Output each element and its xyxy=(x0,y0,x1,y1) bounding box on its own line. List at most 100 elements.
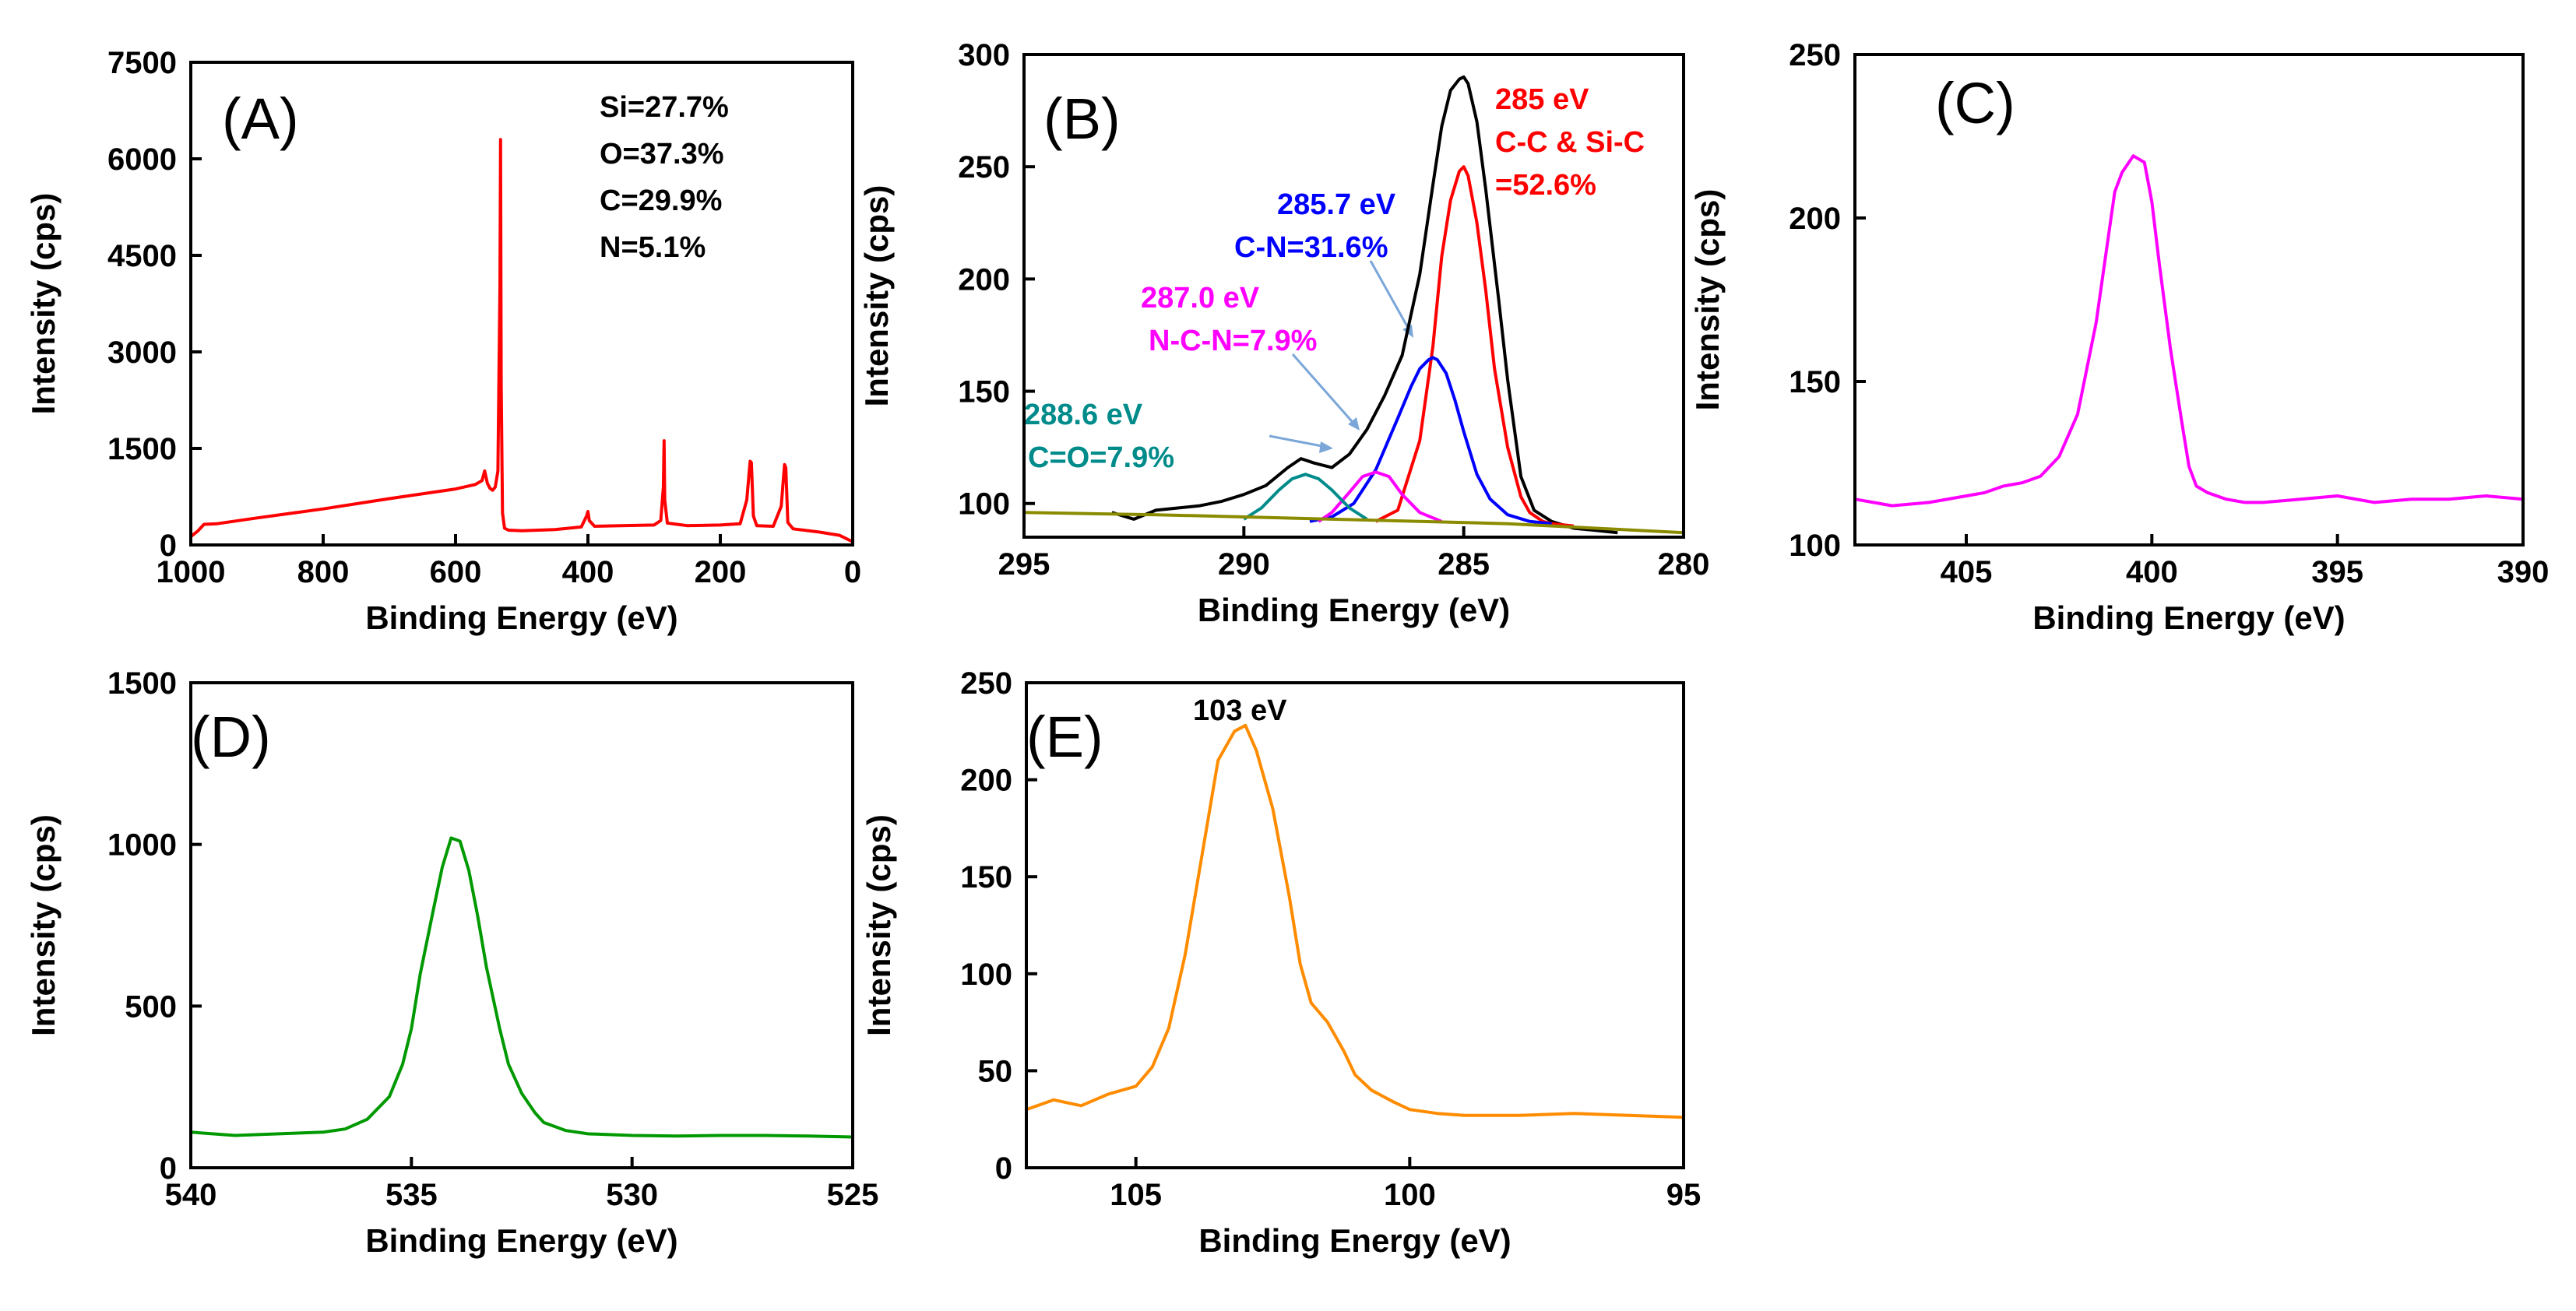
panel-d-y-tick-label-0: 0 xyxy=(160,1151,177,1186)
panel-c-axes-frame xyxy=(1853,53,2525,547)
panel-b-annotation-cc-percent: =52.6% xyxy=(1495,169,1596,202)
panel-a-annotation-si: Si=27.7% xyxy=(600,91,729,124)
panel-d-y-tick-label-1: 500 xyxy=(125,989,177,1024)
panel-e-annotation-peak: 103 eV xyxy=(1193,694,1287,727)
panel-a-y-tick-label-2: 3000 xyxy=(107,336,177,370)
panel-a-y-tick-label-3: 4500 xyxy=(107,239,177,273)
panel-c-x-tick-label-2: 395 xyxy=(2311,555,2363,589)
panel-d-label: (D) xyxy=(191,705,271,769)
panel-d-x-tick-label-2: 530 xyxy=(606,1178,658,1212)
panel-c-y-tick-label-3: 250 xyxy=(1789,38,1841,72)
panel-b-arrow-co xyxy=(1269,434,1331,449)
panel-a-x-tick-label-4: 200 xyxy=(695,555,747,589)
panel-e-x-tick-label-2: 95 xyxy=(1666,1178,1701,1212)
panel-c: (C) 405 400 395 390 100 150 200 250 Binding Ener… xyxy=(1689,38,2549,636)
panel-b-y-axis-title: Intensity (cps) xyxy=(858,185,895,407)
panel-b-annotation-2870-ev: 287.0 eV xyxy=(1141,282,1260,315)
panel-b-annotation-285-ev: 285 eV xyxy=(1495,83,1589,116)
panel-b-x-tick-label-3: 280 xyxy=(1658,547,1710,582)
panel-a-x-tick-label-0: 1000 xyxy=(157,555,226,589)
panel-d-x-tick-label-0: 540 xyxy=(165,1178,217,1212)
panel-b-annotation-2886-ev: 288.6 eV xyxy=(1024,399,1143,431)
panel-e-y-axis-title: Intensity (cps) xyxy=(860,814,897,1036)
panel-a: (A) Si=27.7% O=37.3% C=29.9% N=5.1% 1000… xyxy=(25,46,861,636)
panel-b-series-5 xyxy=(1023,511,1684,535)
panel-a-y-tick-label-4: 6000 xyxy=(107,142,177,177)
panel-e-y-tick-label-3: 150 xyxy=(960,860,1012,895)
panel-d-x-tick-label-3: 525 xyxy=(827,1178,879,1212)
panel-d-y-tick-label-2: 1000 xyxy=(107,828,177,863)
panel-b-x-tick-label-2: 285 xyxy=(1438,547,1490,582)
panel-b-annotation-2857-ev: 285.7 eV xyxy=(1277,188,1396,221)
panel-c-x-tick-label-0: 405 xyxy=(1941,555,1993,589)
panel-c-label: (C) xyxy=(1935,71,2015,135)
panel-e-series-0 xyxy=(1026,723,1684,1119)
panel-b-label: (B) xyxy=(1043,86,1121,151)
panel-a-annotation-c: C=29.9% xyxy=(600,185,722,217)
panel-e-axes-frame xyxy=(1025,681,1685,1169)
panel-b-axes-frame xyxy=(1022,53,1685,539)
panel-a-y-axis-title: Intensity (cps) xyxy=(25,193,62,415)
panel-e-y-tick-label-1: 50 xyxy=(978,1054,1013,1088)
panel-a-x-axis-title: Binding Energy (eV) xyxy=(365,599,677,636)
panel-a-annotation-n: N=5.1% xyxy=(600,231,706,264)
panel-a-y-tick-label-5: 7500 xyxy=(107,46,177,80)
panel-e-x-tick-label-1: 100 xyxy=(1384,1178,1436,1212)
panel-b-arrow-ncn xyxy=(1291,353,1358,427)
panel-b-arrow-cn xyxy=(1369,260,1413,334)
panel-b-series-4 xyxy=(1243,473,1368,521)
panel-d-series-0 xyxy=(190,836,853,1139)
panel-b-arrowhead-co xyxy=(1319,441,1333,453)
panel-a-series-0 xyxy=(189,138,853,543)
panel-c-y-tick-label-0: 100 xyxy=(1789,529,1841,563)
panel-a-x-tick-label-1: 800 xyxy=(297,555,350,589)
panel-d-axes-frame xyxy=(189,681,854,1169)
panel-a-x-tick-label-3: 400 xyxy=(562,555,614,589)
panel-e-y-tick-label-4: 200 xyxy=(960,764,1012,798)
panel-c-series-0 xyxy=(1854,154,2524,508)
panel-a-label: (A) xyxy=(222,86,299,151)
panel-b-annotation-cn-percent: C-N=31.6% xyxy=(1234,231,1388,264)
panel-b-x-tick-label-1: 290 xyxy=(1218,547,1270,582)
panel-e-x-axis-title: Binding Energy (eV) xyxy=(1198,1222,1511,1259)
panel-a-annotation-o: O=37.3% xyxy=(600,138,724,170)
panel-b-y-tick-label-2: 200 xyxy=(958,262,1010,297)
panel-b-annotation-co-percent: C=O=7.9% xyxy=(1028,441,1174,474)
panel-d-y-tick-label-3: 1500 xyxy=(107,666,177,701)
panel-a-x-tick-label-2: 600 xyxy=(430,555,482,589)
panel-a-axes-frame xyxy=(189,61,854,547)
panel-b-x-tick-label-0: 295 xyxy=(998,547,1050,582)
panel-e-y-tick-label-0: 0 xyxy=(995,1151,1012,1186)
panel-a-x-tick-label-5: 0 xyxy=(844,555,861,589)
panel-b-x-axis-title: Binding Energy (eV) xyxy=(1198,592,1510,628)
panel-d-x-tick-label-1: 535 xyxy=(385,1178,438,1212)
panel-b-y-tick-label-1: 150 xyxy=(958,375,1010,409)
panel-b-series-1 xyxy=(1374,165,1575,528)
panel-b-y-tick-label-4: 300 xyxy=(958,38,1010,72)
panel-a-y-tick-label-0: 0 xyxy=(160,529,177,563)
panel-e-y-tick-label-2: 100 xyxy=(960,958,1012,992)
panel-b-y-tick-label-3: 250 xyxy=(958,150,1010,185)
panel-c-x-tick-label-1: 400 xyxy=(2126,555,2178,589)
panel-b-annotation-ncn-percent: N-C-N=7.9% xyxy=(1149,325,1317,357)
panel-e-label: (E) xyxy=(1026,705,1103,769)
panel-c-y-tick-label-1: 150 xyxy=(1789,365,1841,399)
panel-e-x-tick-label-0: 105 xyxy=(1110,1178,1162,1212)
panel-b-series-3 xyxy=(1318,470,1443,523)
panel-b: (B) 285 eV C-C & Si-C =52.6% 285.7 eV C-… xyxy=(858,38,1709,628)
panel-e-y-tick-label-5: 250 xyxy=(960,666,1012,701)
panel-c-x-axis-title: Binding Energy (eV) xyxy=(2032,599,2345,636)
panel-c-x-tick-label-3: 390 xyxy=(2497,555,2550,589)
panel-d-x-axis-title: Binding Energy (eV) xyxy=(365,1222,677,1259)
panel-d: (D) 540 535 530 525 0 500 1000 1500 Binding Ener… xyxy=(25,666,878,1259)
panel-b-series-0 xyxy=(1111,75,1618,535)
panel-a-y-tick-label-1: 1500 xyxy=(107,432,177,466)
panel-b-annotation-cc-sic: C-C & Si-C xyxy=(1495,126,1645,159)
panel-c-y-axis-title: Intensity (cps) xyxy=(1689,189,1726,411)
panel-b-series-2 xyxy=(1309,356,1552,525)
panel-d-y-axis-title: Intensity (cps) xyxy=(25,814,62,1036)
panel-e: (E) 103 eV 105 100 95 0 50 100 150 200 250 Bindin… xyxy=(860,666,1701,1259)
panel-b-y-tick-label-0: 100 xyxy=(958,487,1010,522)
